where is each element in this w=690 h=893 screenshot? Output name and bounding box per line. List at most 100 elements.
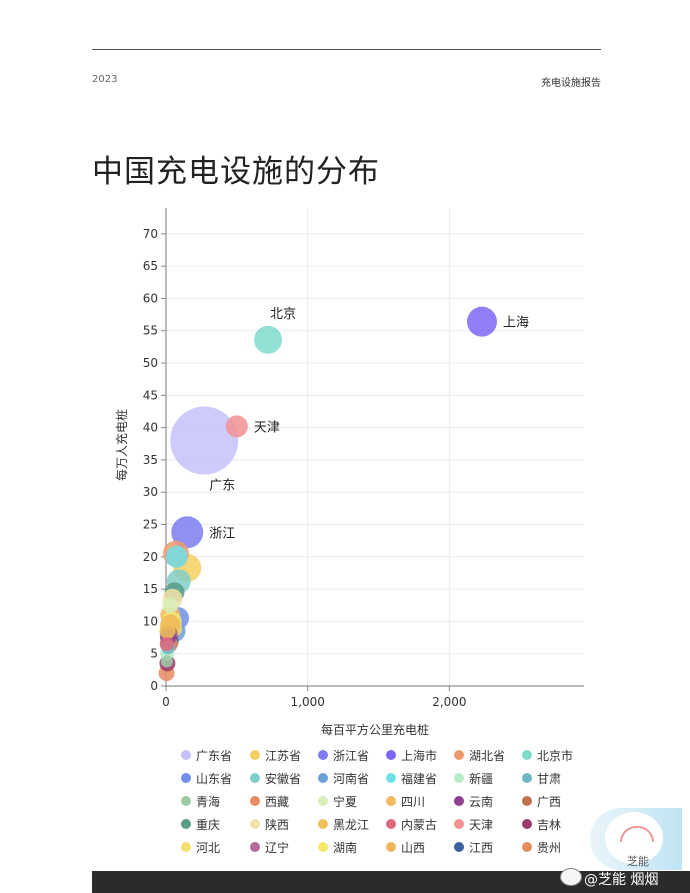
y-tick-label: 25 — [143, 518, 158, 532]
legend-entry: 新疆 — [469, 771, 493, 786]
data-point — [225, 415, 248, 438]
legend-entry: 江西 — [469, 841, 493, 855]
legend-entry: 重庆 — [196, 818, 220, 832]
legend-entry: 宁夏 — [333, 794, 357, 809]
y-tick-label: 0 — [150, 679, 158, 693]
legend-entry: 广东省 — [196, 749, 232, 763]
y-tick-label: 65 — [143, 259, 158, 273]
y-tick-label: 50 — [143, 356, 158, 370]
y-axis-label: 每万人充电桩 — [114, 409, 129, 481]
legend-entry: 福建省 — [401, 771, 437, 786]
data-point — [159, 637, 174, 652]
legend-swatch — [522, 842, 532, 852]
legend-swatch — [454, 819, 464, 829]
data-label: 广东 — [209, 479, 235, 494]
y-tick-label: 60 — [143, 291, 158, 305]
watermark-brand: 芝能 — [627, 855, 649, 868]
legend-swatch — [522, 819, 532, 829]
legend-swatch — [454, 773, 464, 783]
y-tick-label: 40 — [143, 421, 158, 435]
legend-entry: 江苏省 — [265, 749, 301, 763]
legend-swatch — [522, 796, 532, 806]
legend-entry: 山西 — [401, 841, 425, 855]
data-point — [160, 655, 173, 668]
legend-swatch — [250, 750, 260, 760]
legend-entry: 广西 — [537, 795, 561, 809]
legend-swatch — [181, 819, 191, 829]
legend-entry: 贵州 — [537, 841, 561, 855]
legend-swatch — [386, 750, 396, 760]
legend-swatch — [522, 773, 532, 783]
legend-swatch — [454, 750, 464, 760]
legend-entry: 安徽省 — [265, 771, 301, 786]
legend-entry: 北京市 — [537, 748, 573, 763]
legend-swatch — [454, 796, 464, 806]
data-point — [171, 516, 204, 549]
legend-entry: 上海市 — [401, 748, 437, 763]
data-point — [165, 545, 188, 568]
legend-entry: 河南省 — [333, 771, 369, 786]
legend-entry: 四川 — [401, 795, 425, 809]
legend-swatch — [181, 750, 191, 760]
legend-entry: 内蒙古 — [401, 817, 437, 832]
y-tick-label: 10 — [143, 614, 158, 628]
watermark-handle: @芝能 烟烟 — [584, 872, 659, 888]
legend-swatch — [386, 796, 396, 806]
legend-entry: 湖南 — [333, 840, 357, 855]
legend-swatch — [250, 842, 260, 852]
y-tick-label: 55 — [143, 324, 158, 338]
data-point — [170, 406, 239, 475]
legend-entry: 湖北省 — [469, 748, 505, 763]
legend-entry: 西藏 — [265, 795, 289, 809]
legend-swatch — [454, 842, 464, 852]
data-point — [162, 597, 179, 614]
y-tick-label: 35 — [143, 453, 158, 467]
legend-swatch — [181, 842, 191, 852]
legend-swatch — [386, 819, 396, 829]
legend-entry: 天津 — [469, 818, 493, 832]
data-point — [466, 306, 497, 337]
legend-swatch — [318, 796, 328, 806]
legend-entry: 山东省 — [196, 772, 232, 786]
weibo-icon — [560, 868, 582, 886]
report-year: 2023 — [92, 74, 118, 85]
legend-swatch — [386, 773, 396, 783]
legend-entry: 青海 — [196, 794, 220, 809]
legend-entry: 黑龙江 — [333, 818, 369, 832]
y-tick-label: 30 — [143, 485, 158, 499]
legend-swatch — [318, 750, 328, 760]
legend-swatch — [250, 773, 260, 783]
legend-entry: 陕西 — [265, 817, 289, 832]
header-rule — [92, 49, 601, 50]
y-tick-label: 15 — [143, 582, 158, 596]
y-tick-label: 20 — [143, 550, 158, 564]
page-title: 中国充电设施的分布 — [92, 154, 380, 190]
x-tick-label: 2,000 — [432, 695, 466, 709]
legend-swatch — [318, 842, 328, 852]
data-label: 上海 — [503, 316, 529, 331]
legend-entry: 吉林 — [537, 818, 561, 832]
data-point — [254, 325, 283, 354]
data-label: 浙江 — [209, 526, 235, 541]
data-label: 天津 — [254, 420, 280, 435]
legend-swatch — [250, 819, 260, 829]
legend-swatch — [250, 796, 260, 806]
legend-swatch — [318, 773, 328, 783]
legend-swatch — [181, 796, 191, 806]
legend-swatch — [522, 750, 532, 760]
legend-swatch — [181, 773, 191, 783]
x-tick-label: 0 — [162, 695, 170, 709]
footer-bar — [92, 871, 690, 893]
legend-entry: 云南 — [469, 794, 493, 809]
legend-swatch — [318, 819, 328, 829]
y-tick-label: 45 — [143, 388, 158, 402]
legend-entry: 辽宁 — [265, 840, 289, 855]
report-name: 充电设施报告 — [541, 78, 601, 89]
legend-swatch — [386, 842, 396, 852]
y-tick-label: 5 — [150, 647, 158, 661]
y-tick-label: 70 — [143, 227, 158, 241]
data-label: 北京 — [270, 307, 296, 322]
legend-entry: 甘肃 — [537, 772, 561, 786]
legend-entry: 浙江省 — [333, 749, 369, 763]
